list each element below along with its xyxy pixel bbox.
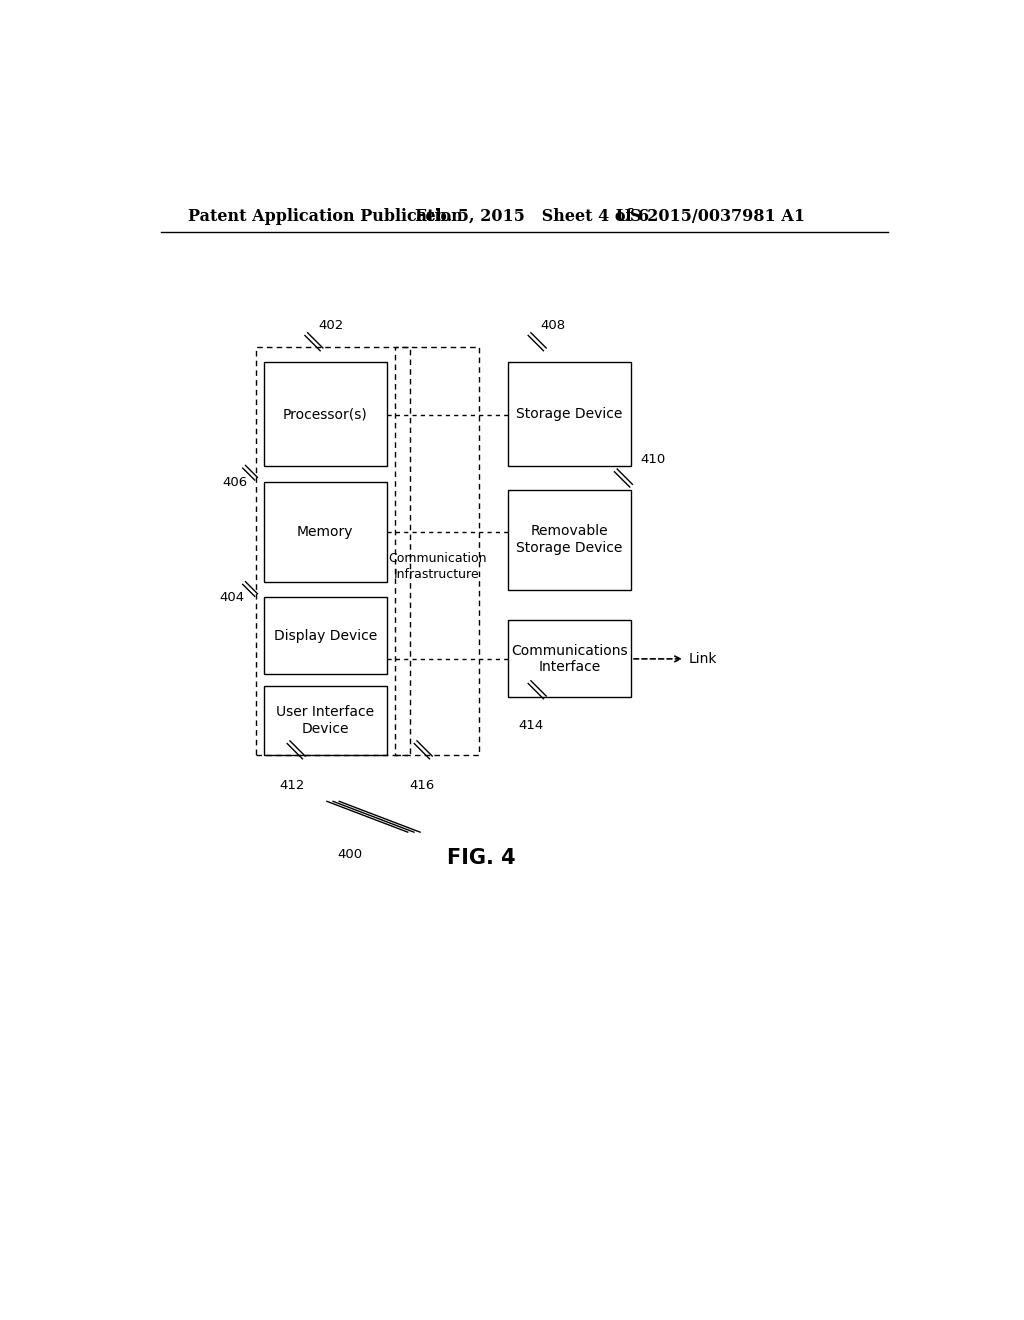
Text: 402: 402 [318, 318, 343, 331]
Bar [508, 620, 631, 697]
Bar [508, 490, 631, 590]
Text: 416: 416 [409, 779, 434, 792]
Text: Communication
Infrastructure: Communication Infrastructure [388, 553, 486, 581]
Text: 410: 410 [640, 453, 666, 466]
Bar [508, 363, 631, 466]
Text: 406: 406 [222, 475, 248, 488]
Text: Patent Application Publication: Patent Application Publication [188, 207, 463, 224]
Text: Removable
Storage Device: Removable Storage Device [516, 524, 623, 554]
Text: 408: 408 [540, 318, 565, 331]
Text: US 2015/0037981 A1: US 2015/0037981 A1 [615, 207, 805, 224]
Text: Communications
Interface: Communications Interface [511, 644, 628, 675]
Text: Memory: Memory [297, 525, 353, 539]
Text: 400: 400 [338, 847, 362, 861]
Bar [264, 597, 387, 675]
Bar [256, 347, 410, 755]
Text: Processor(s): Processor(s) [283, 408, 368, 421]
Bar [264, 482, 387, 582]
Text: Storage Device: Storage Device [516, 408, 623, 421]
Text: 412: 412 [280, 779, 305, 792]
Bar [264, 363, 387, 466]
Text: 404: 404 [219, 591, 245, 605]
Bar [394, 347, 479, 755]
Text: Display Device: Display Device [273, 628, 377, 643]
Text: User Interface
Device: User Interface Device [276, 705, 375, 735]
Text: Link: Link [689, 652, 717, 665]
Text: FIG. 4: FIG. 4 [446, 847, 515, 867]
Text: Feb. 5, 2015   Sheet 4 of 6: Feb. 5, 2015 Sheet 4 of 6 [416, 207, 649, 224]
Bar [264, 686, 387, 755]
Text: 414: 414 [518, 719, 544, 733]
